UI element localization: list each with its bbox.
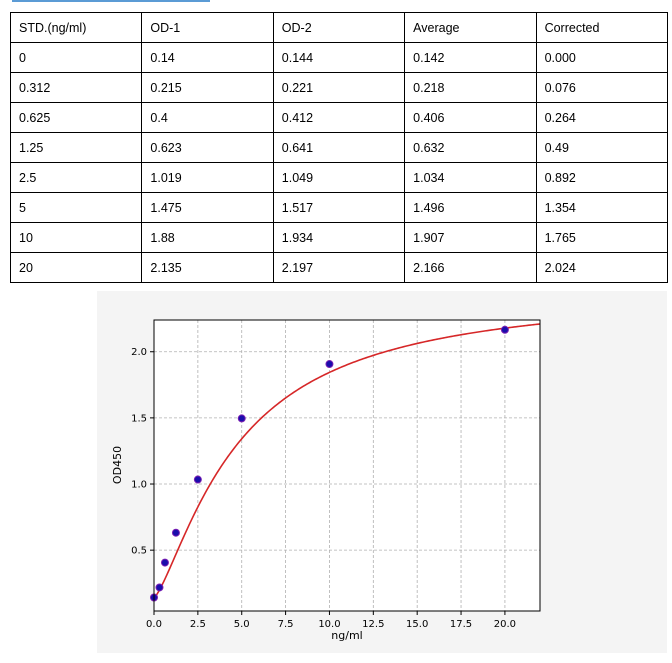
- table-cell: 1.907: [404, 222, 537, 253]
- table-cell: 2.024: [535, 252, 669, 283]
- grid-lines: [153, 320, 540, 611]
- data-point: [155, 583, 164, 592]
- column-header-corrected: Corrected: [535, 12, 669, 43]
- standard-curve-table: STD.(ng/ml) OD-1 OD-2 Average Corrected …: [9, 12, 669, 283]
- table-cell: 1.019: [141, 162, 274, 193]
- table-cell: 1.475: [141, 192, 274, 223]
- data-point: [193, 475, 202, 484]
- table-cell: 1.934: [272, 222, 406, 253]
- data-points: [150, 325, 509, 602]
- table-cell: 2.135: [141, 252, 274, 283]
- x-tick-label: 5.0: [234, 619, 250, 630]
- table-row: 0.625 0.4 0.412 0.406 0.264: [9, 102, 669, 133]
- table-cell: 0.625: [9, 102, 143, 133]
- column-header-average: Average: [404, 12, 537, 43]
- table-cell: 1.354: [535, 192, 669, 223]
- table-cell: 1.517: [272, 192, 406, 223]
- x-tick-label: 17.5: [450, 619, 472, 630]
- table-cell: 5: [9, 192, 143, 223]
- table-cell: 2.197: [272, 252, 406, 283]
- x-tick-label: 0.0: [146, 619, 162, 630]
- table-cell: 0.221: [272, 72, 406, 103]
- plot-area: [154, 320, 540, 611]
- table-cell: 0.49: [535, 132, 669, 163]
- x-tick-label: 10.0: [318, 619, 340, 630]
- table-cell: 1.88: [141, 222, 274, 253]
- column-header-od1: OD-1: [141, 12, 274, 43]
- table-cell: 20: [9, 252, 143, 283]
- table-cell: 0.142: [404, 42, 537, 73]
- standard-curve-chart-panel: 0.0 2.5 5.0 7.5 10.0 12.5 15.0 17.5 20.0 0.5 1.0 1.…: [97, 291, 667, 653]
- table-row: 2.5 1.019 1.049 1.034 0.892: [9, 162, 669, 193]
- header-rule: [12, 0, 210, 2]
- table-cell: 0.623: [141, 132, 274, 163]
- y-tick-label: 1.0: [131, 480, 147, 491]
- table-cell: 0.264: [535, 102, 669, 133]
- table-row: 0.312 0.215 0.221 0.218 0.076: [9, 72, 669, 103]
- column-header-std: STD.(ng/ml): [9, 12, 143, 43]
- table-cell: 0.892: [535, 162, 669, 193]
- table-cell: 0.4: [141, 102, 274, 133]
- standard-curve-chart: 0.0 2.5 5.0 7.5 10.0 12.5 15.0 17.5 20.0 0.5 1.0 1.…: [111, 319, 541, 642]
- x-tick-label: 2.5: [190, 619, 206, 630]
- table-cell: 1.049: [272, 162, 406, 193]
- table-cell: 0.641: [272, 132, 406, 163]
- table-row: 10 1.88 1.934 1.907 1.765: [9, 222, 669, 253]
- fit-curve: [153, 323, 541, 599]
- table-cell: 0: [9, 42, 143, 73]
- axis-ticks: 0.0 2.5 5.0 7.5 10.0 12.5 15.0 17.5 20.0 0.5 1.0 1.…: [131, 347, 516, 630]
- table-row: 5 1.475 1.517 1.496 1.354: [9, 192, 669, 223]
- x-tick-label: 15.0: [406, 619, 428, 630]
- table-row: 0 0.14 0.144 0.142 0.000: [9, 42, 669, 73]
- y-tick-label: 1.5: [131, 413, 147, 424]
- table-cell: 0.632: [404, 132, 537, 163]
- data-point: [171, 528, 180, 537]
- data-point: [500, 325, 509, 334]
- table-row: 20 2.135 2.197 2.166 2.024: [9, 252, 669, 283]
- y-tick-label: 0.5: [131, 546, 147, 557]
- table-cell: 2.5: [9, 162, 143, 193]
- data-point: [160, 558, 169, 567]
- y-axis-label: OD450: [111, 446, 124, 484]
- y-tick-label: 2.0: [131, 347, 147, 358]
- table-cell: 0.076: [535, 72, 669, 103]
- table-cell: 1.496: [404, 192, 537, 223]
- x-tick-label: 12.5: [362, 619, 384, 630]
- table-cell: 1.034: [404, 162, 537, 193]
- x-tick-label: 7.5: [278, 619, 294, 630]
- plot-frame: [153, 319, 541, 612]
- table-cell: 1.765: [535, 222, 669, 253]
- table-cell: 0.000: [535, 42, 669, 73]
- data-point: [237, 414, 246, 423]
- table-cell: 0.144: [272, 42, 406, 73]
- table-header-row: STD.(ng/ml) OD-1 OD-2 Average Corrected: [9, 12, 669, 43]
- table-cell: 0.406: [404, 102, 537, 133]
- table-cell: 0.412: [272, 102, 406, 133]
- table-cell: 0.218: [404, 72, 537, 103]
- table-cell: 0.14: [141, 42, 274, 73]
- data-point: [325, 360, 334, 369]
- table-cell: 2.166: [404, 252, 537, 283]
- table-cell: 10: [9, 222, 143, 253]
- table-cell: 0.215: [141, 72, 274, 103]
- table-cell: 0.312: [9, 72, 143, 103]
- x-tick-label: 20.0: [494, 619, 516, 630]
- table-cell: 1.25: [9, 132, 143, 163]
- table-row: 1.25 0.623 0.641 0.632 0.49: [9, 132, 669, 163]
- column-header-od2: OD-2: [272, 12, 406, 43]
- x-axis-label: ng/ml: [331, 629, 362, 642]
